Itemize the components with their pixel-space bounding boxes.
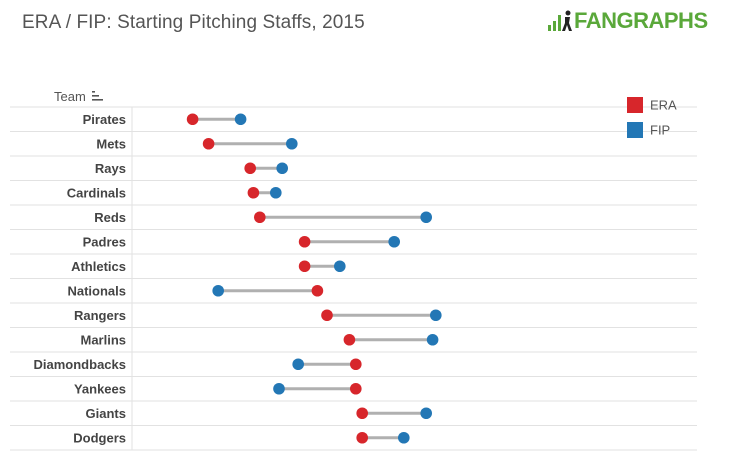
team-label-cardinals: Cardinals [67, 185, 126, 200]
era-point-giants[interactable] [356, 407, 369, 420]
fip-point-marlins[interactable] [426, 333, 439, 346]
era-point-diamondbacks[interactable] [350, 358, 362, 371]
fip-point-cardinals[interactable] [270, 186, 282, 199]
row-separators [10, 106, 697, 451]
legend-swatch-era [627, 97, 643, 113]
team-labels: Pirates Mets Rays Cardinals Reds Padres Athlet… [34, 112, 126, 446]
fip-point-padres[interactable] [388, 235, 401, 248]
era-point-marlins[interactable] [343, 333, 356, 346]
era-point-nationals[interactable] [311, 284, 324, 297]
team-label-giants: Giants [86, 406, 126, 421]
fip-point-rangers[interactable] [430, 309, 442, 322]
team-label-yankees: Yankees [74, 381, 126, 396]
legend-label-fip: FIP [650, 123, 670, 138]
logo-text: FANGRAPHS [574, 8, 708, 33]
team-column-label: Team [54, 89, 86, 104]
team-column-header[interactable]: Team [54, 89, 104, 104]
fip-point-dodgers[interactable] [398, 431, 410, 444]
team-label-diamondbacks: Diamondbacks [34, 357, 126, 372]
era-point-yankees[interactable] [350, 382, 362, 395]
fangraphs-logo[interactable]: FANGRAPHS [548, 8, 708, 34]
team-label-rays: Rays [95, 161, 126, 176]
fip-point-mets[interactable] [286, 137, 298, 150]
era-point-rays[interactable] [244, 162, 256, 175]
fip-point-giants[interactable] [420, 407, 433, 420]
chart-title: ERA / FIP: Starting Pitching Staffs, 201… [22, 12, 365, 33]
fip-point-yankees[interactable] [273, 382, 285, 395]
legend: ERA FIP [627, 97, 677, 138]
fip-point-rays[interactable] [276, 162, 289, 175]
era-point-reds[interactable] [253, 211, 266, 224]
fip-point-athletics[interactable] [334, 260, 346, 273]
fip-point-reds[interactable] [420, 211, 433, 224]
fangraphs-logo-icon [548, 10, 572, 31]
team-label-padres: Padres [83, 234, 126, 249]
legend-swatch-fip [627, 122, 643, 138]
team-label-pirates: Pirates [83, 112, 126, 127]
sort-icon[interactable] [91, 91, 104, 102]
era-point-dodgers[interactable] [356, 431, 369, 444]
team-label-dodgers: Dodgers [73, 430, 126, 445]
team-label-nationals: Nationals [67, 283, 126, 298]
fip-point-nationals[interactable] [212, 284, 224, 297]
era-point-mets[interactable] [202, 137, 215, 150]
era-point-padres[interactable] [298, 235, 311, 248]
team-label-mets: Mets [96, 136, 126, 151]
era-point-rangers[interactable] [321, 309, 333, 322]
team-label-athletics: Athletics [71, 259, 126, 274]
data-points [186, 113, 442, 444]
team-label-reds: Reds [94, 210, 126, 225]
era-point-pirates[interactable] [186, 113, 199, 126]
team-label-rangers: Rangers [74, 308, 126, 323]
era-point-athletics[interactable] [298, 260, 311, 273]
fip-point-pirates[interactable] [234, 113, 247, 126]
fip-point-diamondbacks[interactable] [292, 358, 305, 371]
team-label-marlins: Marlins [80, 332, 126, 347]
legend-label-era: ERA [650, 98, 677, 113]
era-point-cardinals[interactable] [247, 186, 260, 199]
